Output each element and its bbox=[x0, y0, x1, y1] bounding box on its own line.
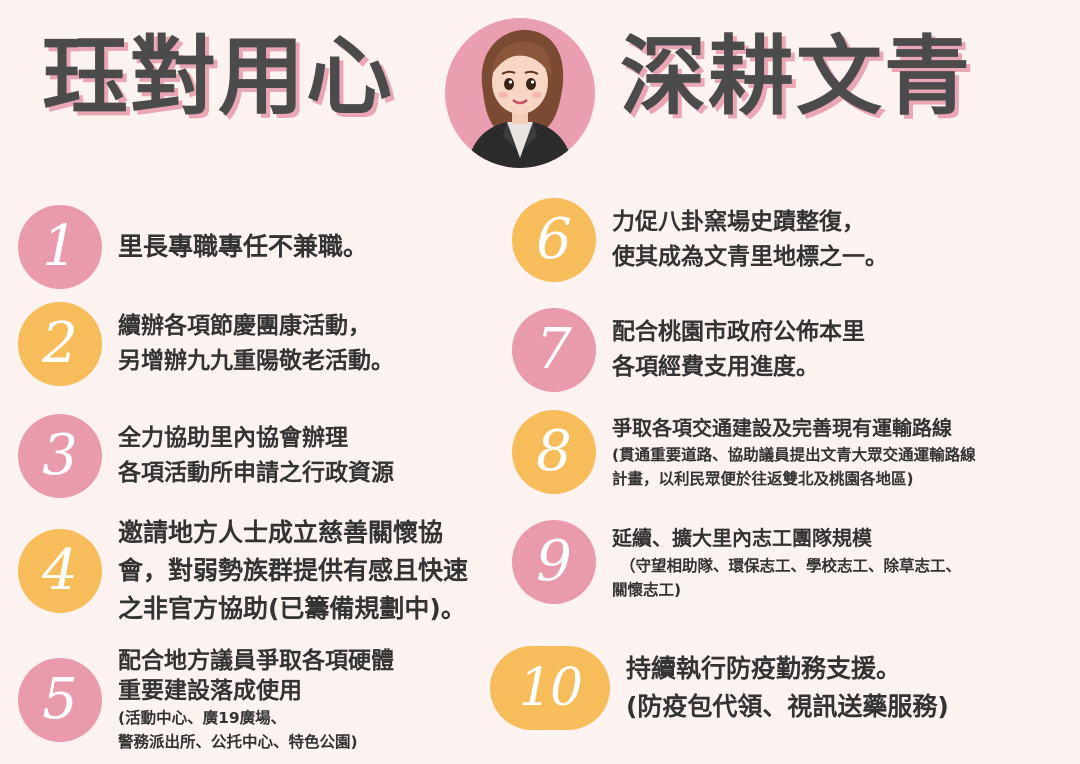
number-badge: 3 bbox=[18, 414, 102, 498]
item-line: 配合桃園市政府公佈本里 bbox=[612, 319, 865, 345]
item-note: (活動中心、廣19廣場、 bbox=[118, 709, 287, 727]
item-line: 重要建設落成使用 bbox=[118, 678, 302, 704]
cartoon-portrait-icon bbox=[467, 29, 573, 168]
item-line: 各項經費支用進度。 bbox=[612, 354, 819, 380]
item-text: 配合地方議員爭取各項硬體 重要建設落成使用 (活動中心、廣19廣場、 警務派出所… bbox=[118, 646, 394, 754]
item-text: 里長專職專任不兼職。 bbox=[118, 228, 368, 266]
item-text: 持續執行防疫勤務支援。 (防疫包代領、視訊送藥服務) bbox=[626, 650, 949, 726]
number-badge: 6 bbox=[512, 198, 596, 282]
item-note: 計畫，以利民眾便於往返雙北及桃園各地區) bbox=[612, 470, 914, 488]
title-right: 深耕文青 bbox=[620, 27, 972, 127]
list-item-4: 4 邀請地方人士成立慈善關懷協 會，對弱勢族群提供有感且快速 之非官方協助(已籌… bbox=[18, 514, 468, 628]
item-line: 續辦各項節慶團康活動， bbox=[118, 313, 371, 339]
number-badge: 10 bbox=[490, 646, 610, 730]
item-line: 邀請地方人士成立慈善關懷協 bbox=[118, 518, 444, 547]
item-text: 全力協助里內協會辦理 各項活動所申請之行政資源 bbox=[118, 421, 394, 491]
list-item-2: 2 續辦各項節慶團康活動， 另增辦九九重陽敬老活動。 bbox=[18, 302, 394, 386]
item-text: 延續、擴大里內志工團隊規模 （守望相助隊、環保志工、學校志工、除草志工、 關懷志… bbox=[612, 522, 961, 602]
item-line: 各項活動所申請之行政資源 bbox=[118, 460, 394, 486]
item-line: (防疫包代領、視訊送藥服務) bbox=[626, 692, 949, 721]
item-line: 全力協助里內協會辦理 bbox=[118, 425, 348, 451]
item-text: 邀請地方人士成立慈善關懷協 會，對弱勢族群提供有感且快速 之非官方協助(已籌備規… bbox=[118, 514, 468, 628]
list-item-8: 8 爭取各項交通建設及完善現有運輸路線 (貫通重要道路、協助議員提出文青大眾交通… bbox=[512, 410, 976, 494]
list-item-10: 10 持續執行防疫勤務支援。 (防疫包代領、視訊送藥服務) bbox=[490, 646, 949, 730]
item-line: 之非官方協助(已籌備規劃中)。 bbox=[118, 594, 466, 623]
list-item-5: 5 配合地方議員爭取各項硬體 重要建設落成使用 (活動中心、廣19廣場、 警務派… bbox=[18, 646, 394, 754]
item-text: 力促八卦窯場史蹟整復， 使其成為文青里地標之一。 bbox=[612, 205, 888, 275]
number-badge: 1 bbox=[18, 205, 102, 289]
item-note: 警務派出所、公托中心、特色公園) bbox=[118, 733, 358, 751]
list-item-1: 1 里長專職專任不兼職。 bbox=[18, 205, 368, 289]
title-left: 珏對用心 bbox=[42, 27, 394, 127]
item-text: 續辦各項節慶團康活動， 另增辦九九重陽敬老活動。 bbox=[118, 309, 394, 379]
item-line: 使其成為文青里地標之一。 bbox=[612, 244, 888, 270]
number-badge: 2 bbox=[18, 302, 102, 386]
candidate-avatar bbox=[445, 18, 595, 168]
number-badge: 7 bbox=[512, 308, 596, 392]
item-line: 另增辦九九重陽敬老活動。 bbox=[118, 348, 394, 374]
list-item-7: 7 配合桃園市政府公佈本里 各項經費支用進度。 bbox=[512, 308, 865, 392]
item-text: 爭取各項交通建設及完善現有運輸路線 (貫通重要道路、協助議員提出文青大眾交通運輸… bbox=[612, 413, 976, 491]
item-line: 力促八卦窯場史蹟整復， bbox=[612, 209, 865, 235]
item-line: 爭取各項交通建設及完善現有運輸路線 bbox=[612, 416, 952, 440]
list-item-3: 3 全力協助里內協會辦理 各項活動所申請之行政資源 bbox=[18, 414, 394, 498]
item-note: （守望相助隊、環保志工、學校志工、除草志工、 bbox=[620, 557, 962, 575]
item-line: 會，對弱勢族群提供有感且快速 bbox=[118, 556, 469, 585]
item-line: 延續、擴大里內志工團隊規模 bbox=[612, 526, 872, 550]
item-note: (貫通重要道路、協助議員提出文青大眾交通運輸路線 bbox=[612, 446, 976, 464]
list-item-9: 9 延續、擴大里內志工團隊規模 （守望相助隊、環保志工、學校志工、除草志工、 關… bbox=[512, 520, 961, 604]
number-badge: 8 bbox=[512, 410, 596, 494]
item-line: 持續執行防疫勤務支援。 bbox=[626, 654, 902, 683]
list-item-6: 6 力促八卦窯場史蹟整復， 使其成為文青里地標之一。 bbox=[512, 198, 888, 282]
number-badge: 5 bbox=[18, 658, 102, 742]
item-line: 配合地方議員爭取各項硬體 bbox=[118, 648, 394, 674]
number-badge: 9 bbox=[512, 520, 596, 604]
item-line: 里長專職專任不兼職。 bbox=[118, 232, 369, 261]
item-note: 關懷志工) bbox=[612, 581, 682, 599]
number-badge: 4 bbox=[18, 529, 102, 613]
item-text: 配合桃園市政府公佈本里 各項經費支用進度。 bbox=[612, 315, 865, 385]
